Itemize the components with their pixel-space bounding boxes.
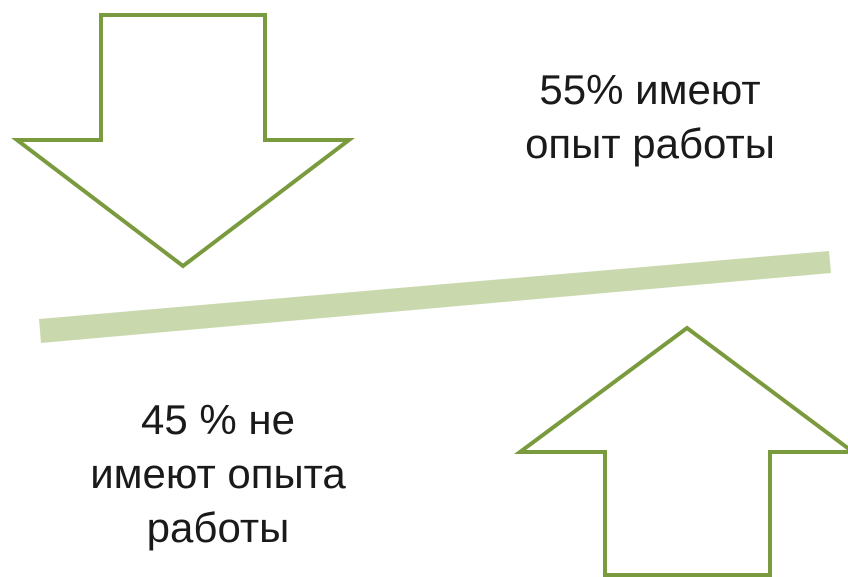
inexperienced-label-line-2: имеют опыта [90,450,346,497]
arrow-up-icon [513,325,848,577]
arrow-down-icon [11,13,355,269]
inexperienced-label-line-3: работы [146,504,290,551]
balance-bar [39,251,831,343]
inexperienced-label: 45 % не имеют опыта работы [48,393,388,555]
experienced-label-line-1: 55% имеют [539,66,761,113]
inexperienced-label-line-1: 45 % не [141,396,295,443]
experienced-label-line-2: опыт работы [525,120,775,167]
experienced-label: 55% имеют опыт работы [480,63,820,171]
